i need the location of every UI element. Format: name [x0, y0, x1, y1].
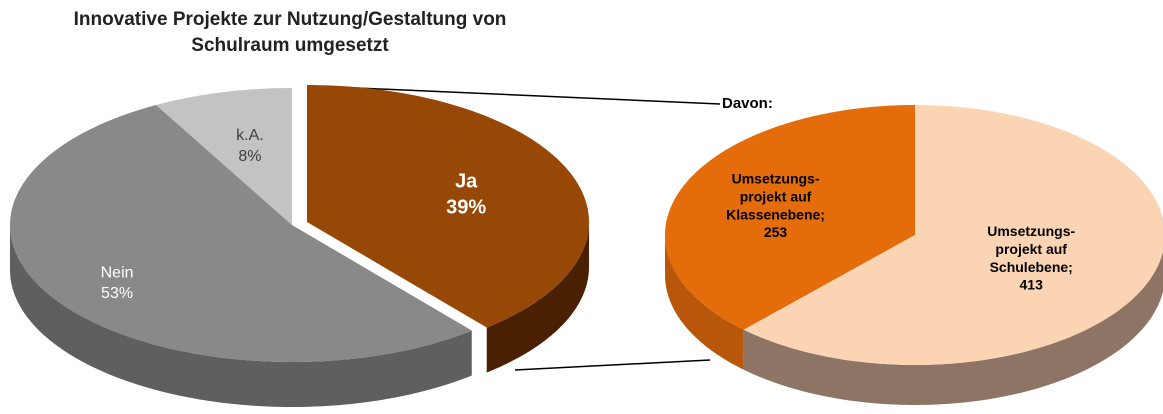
- connector-line: [334, 86, 721, 105]
- slice: [156, 88, 292, 225]
- annotation: Davon:: [722, 95, 773, 112]
- pie-labels: Umsetzungs-projekt auf Klassenebene; 253 Um…: [726, 170, 1075, 293]
- slice-side: [665, 235, 744, 370]
- slice-side: [10, 225, 472, 407]
- slice-label: k.A.: [236, 127, 264, 144]
- pie-tops: [665, 105, 1163, 365]
- pie-labels: Ja 39% Nein 53% k.A. 8%: [101, 127, 487, 302]
- pie-sides: [665, 235, 1163, 405]
- slice-value-label: 53%: [101, 285, 133, 302]
- slice-label: Nein: [101, 264, 134, 281]
- slice-value-label: 413: [1020, 277, 1044, 293]
- chart-title: Innovative Projekte zur Nutzung/Gestaltu…: [74, 9, 507, 56]
- slice: [10, 104, 472, 362]
- slice: [665, 105, 915, 330]
- slice: [307, 85, 589, 328]
- pie-sides: [10, 222, 589, 407]
- slice-value-label: 8%: [238, 148, 261, 165]
- slice-value-label: 39%: [446, 196, 486, 218]
- slice-value-label: 253: [764, 224, 788, 240]
- slice-label: Umsetzungs-projekt auf Schulebene;: [987, 223, 1075, 275]
- slice-side: [486, 222, 589, 373]
- slice-side: [743, 251, 1163, 405]
- connector-line: [514, 359, 711, 371]
- slice-label: Umsetzungs-projekt auf Klassenebene;: [726, 170, 825, 222]
- slice: [743, 105, 1163, 365]
- slice-label: Ja: [455, 170, 478, 192]
- pie-tops: [10, 85, 589, 362]
